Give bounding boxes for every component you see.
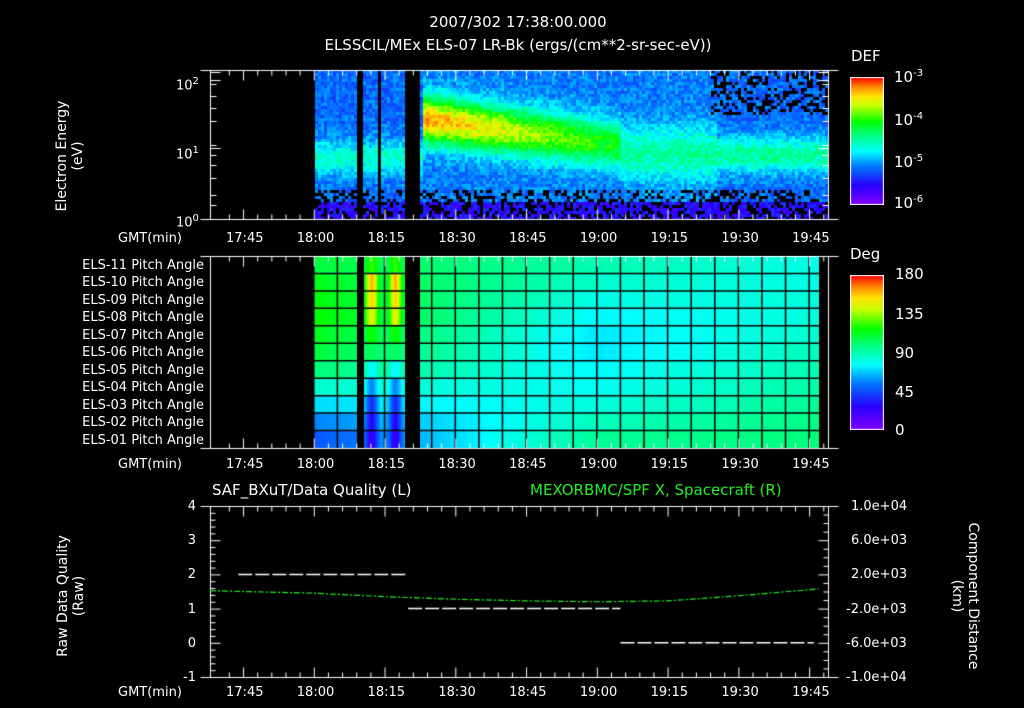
pitch-row-label: ELS-04 Pitch Angle <box>82 380 204 396</box>
right-ytick: 2.0e+03 <box>851 567 908 583</box>
pitch-row-label: ELS-08 Pitch Angle <box>82 310 204 326</box>
right-ytick: -6.0e+03 <box>846 635 907 651</box>
energy-ytick: 100 <box>176 213 199 231</box>
x-tick-label: 18:15 <box>367 457 406 472</box>
energy-xlabel: GMT(min) <box>118 231 182 246</box>
deg-colorbar-tick: 135 <box>895 305 924 323</box>
x-tick-label: 18:30 <box>438 685 476 700</box>
energy-axes <box>200 65 840 225</box>
x-tick-label: 19:15 <box>650 231 689 246</box>
energy-ytick: 101 <box>176 145 199 163</box>
distance-ylabel: Component Distance (km) <box>949 522 981 670</box>
pitch-row-label: ELS-01 Pitch Angle <box>82 432 204 448</box>
x-tick-label: 17:45 <box>226 231 264 246</box>
x-tick-label: 18:30 <box>438 231 476 246</box>
x-tick-label: 18:30 <box>438 457 476 472</box>
x-tick-label: 19:00 <box>579 231 618 246</box>
pitch-row-label: ELS-03 Pitch Angle <box>82 397 204 413</box>
x-tick-label: 18:00 <box>296 231 335 246</box>
chart-title: ELSSCIL/MEx ELS-07 LR-Bk (ergs/(cm**2-sr… <box>324 36 712 54</box>
x-tick-label: 19:45 <box>792 685 830 700</box>
x-tick-label: 17:45 <box>226 685 264 700</box>
def-colorbar-tick: 10-5 <box>894 153 924 171</box>
x-tick-label: 18:15 <box>367 685 406 700</box>
pitch-row-label: ELS-11 Pitch Angle <box>82 258 204 273</box>
energy-ytick: 102 <box>176 76 199 94</box>
x-tick-label: 17:45 <box>226 457 264 472</box>
quality-line-plot <box>190 500 850 690</box>
x-tick-label: 18:15 <box>367 231 406 246</box>
deg-colorbar-tick: 90 <box>895 344 915 362</box>
quality-xlabel: GMT(min) <box>118 685 182 700</box>
x-tick-label: 18:00 <box>296 685 335 700</box>
def-colorbar-title: DEF <box>851 47 881 65</box>
def-colorbar-tick: 10-4 <box>894 111 924 129</box>
def-colorbar-tick: 10-6 <box>894 194 924 212</box>
pitch-row-label: ELS-02 Pitch Angle <box>82 415 204 431</box>
x-tick-label: 19:15 <box>650 457 689 472</box>
x-tick-label: 18:00 <box>296 457 335 472</box>
right-ytick: -1.0e+04 <box>846 670 907 685</box>
deg-colorbar-tick: 45 <box>895 383 915 401</box>
pitch-row-label: ELS-07 Pitch Angle <box>82 327 204 343</box>
x-tick-label: 18:45 <box>509 231 547 246</box>
pitch-row-label: ELS-10 Pitch Angle <box>82 275 204 291</box>
timestamp: 2007/302 17:38:00.000 <box>429 13 607 31</box>
def-colorbar <box>850 77 884 205</box>
x-tick-label: 19:45 <box>792 231 830 246</box>
right-ytick: 1.0e+04 <box>851 499 908 514</box>
deg-colorbar-tick: 180 <box>895 265 924 283</box>
right-ytick: -2.0e+03 <box>846 601 907 617</box>
pitch-row-label: ELS-06 Pitch Angle <box>82 345 204 361</box>
x-tick-label: 19:15 <box>650 685 689 700</box>
energy-ylabel: Electron Energy (eV) <box>54 100 86 212</box>
deg-colorbar <box>850 275 884 430</box>
x-tick-label: 19:45 <box>792 457 830 472</box>
x-tick-label: 18:45 <box>509 457 547 472</box>
deg-colorbar-tick: 0 <box>895 421 905 439</box>
def-colorbar-tick: 10-3 <box>894 68 924 86</box>
x-tick-label: 19:30 <box>721 685 759 700</box>
quality-left-title: SAF_BXuT/Data Quality (L) <box>212 481 412 499</box>
pitch-row-label: ELS-09 Pitch Angle <box>82 292 204 308</box>
x-tick-label: 19:30 <box>721 457 759 472</box>
x-tick-label: 18:45 <box>509 685 547 700</box>
quality-right-title: MEXORBMC/SPF X, Spacecraft (R) <box>530 481 782 499</box>
x-tick-label: 19:00 <box>579 685 618 700</box>
quality-ylabel: Raw Data Quality (Raw) <box>55 535 87 657</box>
deg-colorbar-title: Deg <box>850 245 881 263</box>
pitch-row-label: ELS-05 Pitch Angle <box>82 362 204 378</box>
pitch-xlabel: GMT(min) <box>118 457 182 472</box>
x-tick-label: 19:00 <box>579 457 618 472</box>
right-ytick: 6.0e+03 <box>851 533 908 549</box>
x-tick-label: 19:30 <box>721 231 759 246</box>
pitch-axes <box>200 251 840 453</box>
